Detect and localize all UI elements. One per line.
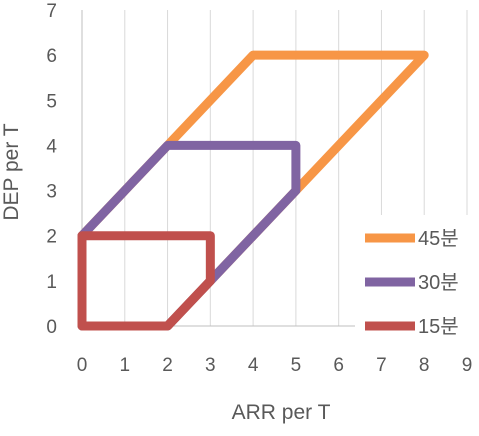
x-tick-label-5: 5	[291, 355, 302, 376]
x-tick-label-7: 7	[376, 355, 387, 376]
y-tick-label-0: 0	[46, 317, 57, 338]
y-tick-label-1: 1	[46, 272, 57, 293]
y-tick-label-4: 4	[46, 136, 57, 157]
x-tick-label-1: 1	[119, 355, 130, 376]
y-tick-label-2: 2	[46, 227, 57, 248]
legend-label-1: 30분	[418, 272, 459, 294]
x-tick-label-3: 3	[205, 355, 216, 376]
x-tick-label-4: 4	[248, 355, 259, 376]
y-tick-label-6: 6	[46, 46, 57, 67]
y-tick-label-3: 3	[46, 182, 57, 203]
y-tick-label-7: 7	[46, 1, 57, 22]
x-tick-label-9: 9	[462, 355, 473, 376]
x-tick-label-6: 6	[333, 355, 344, 376]
y-tick-label-5: 5	[46, 91, 57, 112]
x-tick-label-8: 8	[419, 355, 430, 376]
legend-label-0: 45분	[418, 228, 459, 250]
x-tick-label-0: 0	[77, 355, 88, 376]
x-tick-label-2: 2	[162, 355, 173, 376]
x-axis-title: ARR per T	[232, 401, 331, 424]
y-axis-title: DEP per T	[0, 123, 23, 220]
series-line-2	[77, 231, 215, 331]
legend-label-2: 15분	[418, 316, 459, 338]
